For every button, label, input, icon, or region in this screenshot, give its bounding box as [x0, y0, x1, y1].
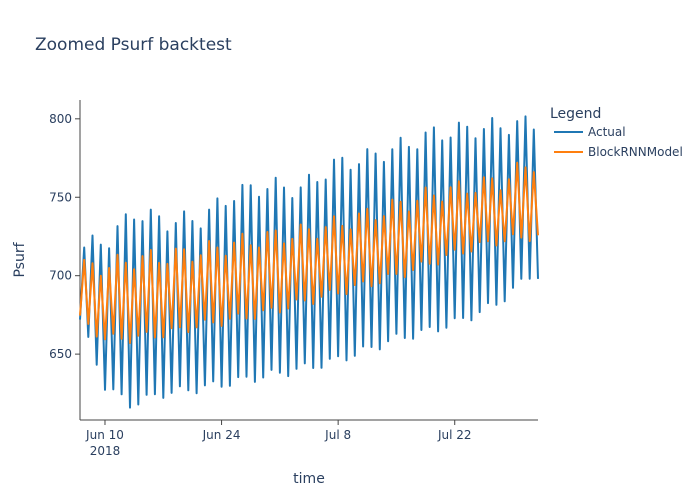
- y-tick-label: 700: [49, 269, 72, 283]
- series-line-blockrnnmodel: [79, 161, 539, 344]
- legend: Legend Actual BlockRNNModel: [550, 106, 683, 159]
- x-axis-title: time: [293, 471, 325, 487]
- x-tick-label: Jul 8: [324, 428, 351, 442]
- x-tick-label: Jun 10: [85, 428, 124, 442]
- legend-item-actual[interactable]: Actual: [554, 125, 626, 139]
- legend-label-blockrnnmodel: BlockRNNModel: [588, 145, 683, 159]
- chart-title: Zoomed Psurf backtest: [35, 35, 232, 55]
- x-tick-sublabel: 2018: [90, 444, 121, 458]
- y-ticks: 650 700 750 800: [49, 112, 80, 361]
- x-tick-label: Jul 22: [437, 428, 472, 442]
- legend-title: Legend: [550, 106, 601, 122]
- x-ticks: Jun 10 2018 Jun 24 Jul 8 Jul 22: [85, 420, 472, 458]
- y-tick-label: 750: [49, 190, 72, 204]
- y-axis-title: Psurf: [12, 241, 28, 277]
- series-layer: [79, 115, 539, 409]
- plot-area: 650 700 750 800 Jun 10 2018 Jun 24 Jul 8 Jul 22: [49, 100, 539, 458]
- legend-item-blockrnnmodel[interactable]: BlockRNNModel: [554, 145, 683, 159]
- y-tick-label: 650: [49, 347, 72, 361]
- legend-label-actual: Actual: [588, 125, 626, 139]
- x-tick-label: Jun 24: [202, 428, 241, 442]
- series-line-actual: [79, 115, 539, 409]
- y-tick-label: 800: [49, 112, 72, 126]
